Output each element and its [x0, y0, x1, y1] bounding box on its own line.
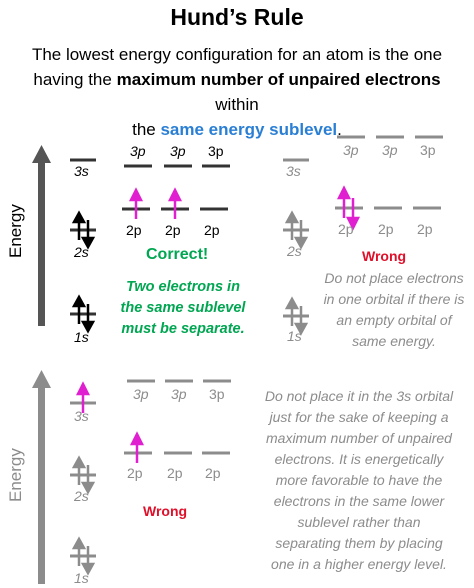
- wrong-3s-note: Do not place it in the 3s orbital just f…: [264, 388, 454, 572]
- electron-up-arrow: [71, 294, 87, 324]
- orbital-label-2s: 2s: [74, 488, 89, 504]
- intro-line-3: the same energy sublevel.: [10, 117, 464, 142]
- correct-note: Two electrons in the same sublevel must …: [120, 279, 246, 337]
- orbital-label-2p: 2p: [417, 221, 433, 237]
- panel-wrong-3s-orbitals: [70, 379, 231, 576]
- energy-axis-arrow-top: [32, 145, 51, 326]
- electron-down-arrow: [80, 546, 96, 576]
- panel-wrong-pair-orbitals: [283, 135, 443, 336]
- orbital-label-2p: 2p: [205, 465, 221, 481]
- electron-up-arrow: [71, 210, 87, 240]
- orbital-label-3p: 3p: [209, 386, 225, 402]
- electron-up-arrow: [284, 296, 300, 326]
- electron-up-arrow: [336, 185, 352, 218]
- intro-line-2-bold: maximum number of unpaired electrons: [116, 70, 441, 89]
- electron-down-arrow: [293, 306, 309, 336]
- orbital-label-3s: 3s: [74, 163, 89, 179]
- wrong-pair-note: Do not place electrons in one orbital if…: [323, 270, 465, 349]
- energy-axis-arrow-bottom: [32, 370, 51, 584]
- orbital-label-2s: 2s: [287, 243, 302, 259]
- electron-up-arrow: [167, 187, 183, 219]
- energy-axis-label: Energy: [6, 204, 25, 258]
- electron-up-arrow: [129, 431, 145, 463]
- verdict-wrong: Wrong: [143, 503, 188, 519]
- orbital-label-1s: 1s: [74, 329, 89, 345]
- intro-line-1: The lowest energy configuration for an a…: [31, 45, 443, 64]
- electron-up-arrow: [75, 381, 91, 413]
- electron-up-arrow: [128, 187, 144, 219]
- verdict-wrong: Wrong: [362, 248, 407, 264]
- orbital-label-2p: 2p: [165, 222, 181, 238]
- intro-line-2-pre: having the: [33, 70, 117, 89]
- orbital-label-3p: 3p: [170, 143, 186, 159]
- panel-correct-orbitals: [70, 158, 230, 334]
- electron-up-arrow: [71, 455, 87, 485]
- electron-down-arrow: [80, 304, 96, 334]
- intro-line-3-blue: same energy sublevel: [160, 120, 338, 139]
- electron-up-arrow: [284, 210, 300, 240]
- intro-line-2: having the maximum number of unpaired el…: [10, 67, 464, 117]
- orbital-label-2p: 2p: [126, 222, 142, 238]
- electron-down-arrow: [345, 198, 361, 231]
- page-title: Hund’s Rule: [170, 4, 304, 30]
- orbital-label-3p: 3p: [133, 386, 149, 402]
- orbital-label-3s: 3s: [74, 408, 89, 424]
- electron-up-arrow: [71, 536, 87, 566]
- intro-line-2-post: within: [215, 95, 259, 114]
- orbital-label-2p: 2p: [127, 465, 143, 481]
- orbital-label-1s: 1s: [287, 328, 302, 344]
- electron-down-arrow: [80, 465, 96, 495]
- electron-down-arrow: [293, 220, 309, 250]
- orbital-label-2p: 2p: [204, 222, 220, 238]
- orbital-label-3p: 3p: [171, 386, 187, 402]
- verdict-correct: Correct!: [146, 246, 209, 263]
- energy-axis-label: Energy: [6, 448, 25, 502]
- orbital-label-1s: 1s: [74, 570, 89, 586]
- intro-text: The lowest energy configuration for an a…: [10, 42, 464, 142]
- orbital-label-3p: 3p: [208, 143, 224, 159]
- orbital-label-3p: 3p: [382, 142, 398, 158]
- intro-line-3-pre: the: [132, 120, 161, 139]
- orbital-label-3p: 3p: [130, 143, 146, 159]
- orbital-label-3p: 3p: [343, 142, 359, 158]
- orbital-label-2p: 2p: [167, 465, 183, 481]
- electron-down-arrow: [80, 220, 96, 250]
- orbital-label-2p: 2p: [378, 221, 394, 237]
- orbital-label-2p: 2p: [338, 221, 354, 237]
- intro-line-3-post: .: [337, 120, 342, 139]
- orbital-label-3p: 3p: [420, 142, 436, 158]
- orbital-label-3s: 3s: [286, 163, 301, 179]
- orbital-label-2s: 2s: [74, 244, 89, 260]
